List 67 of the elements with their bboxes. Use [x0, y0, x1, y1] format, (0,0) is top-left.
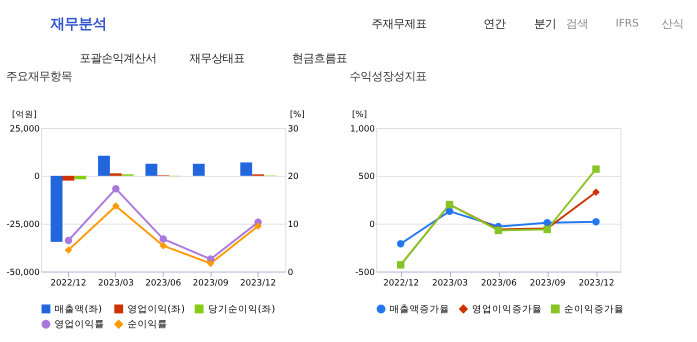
legend-label: 매출액증가율: [390, 304, 450, 315]
legend-label: 영업이익(좌): [127, 304, 185, 315]
y-tick-label: 1,000: [350, 124, 375, 134]
y2-axis-title: [%]: [290, 110, 305, 120]
x-tick-label: 2022/12: [383, 278, 420, 288]
point: [112, 185, 120, 192]
point: [446, 208, 454, 215]
bar: [240, 162, 252, 176]
text: 산식: [662, 16, 684, 30]
point: [396, 240, 404, 248]
y-axis-title: [%]: [352, 110, 367, 120]
x-tick-label: 2023/09: [530, 278, 566, 288]
point: [592, 165, 600, 173]
x-tick-label: 2023/12: [240, 278, 276, 288]
text: 현금흐름표: [292, 50, 348, 65]
text: 검색: [566, 16, 588, 30]
bar: [62, 176, 74, 181]
legend-label: 순이익증가율: [564, 304, 624, 315]
text: 재무분석: [50, 16, 107, 32]
y-axis-title: [억원]: [12, 110, 37, 120]
bar: [98, 156, 110, 176]
text: 재무상태표: [190, 50, 245, 65]
y2-tick-label: 0: [288, 268, 294, 278]
legend-label: 매출액(좌): [54, 304, 102, 315]
y-tick-label: 500: [358, 172, 375, 182]
y2-tick-label: 20: [288, 172, 299, 182]
text: IFRS: [616, 17, 640, 30]
y-tick-label: -500: [355, 268, 375, 278]
x-tick-label: 2022/12: [50, 278, 86, 288]
text: 주재무제표: [371, 16, 426, 30]
point: [64, 236, 72, 244]
text: 포괄손익계산서: [79, 50, 156, 65]
y-tick-label: 0: [34, 172, 40, 182]
bar: [50, 176, 62, 242]
x-tick-label: 2023/06: [145, 278, 182, 288]
legend-label: 영업이익률: [54, 319, 105, 330]
point: [543, 219, 551, 226]
legend-label: 순이익률: [127, 319, 168, 330]
point: [206, 260, 214, 268]
point: [160, 235, 167, 243]
bar: [74, 176, 86, 180]
bar: [192, 164, 205, 176]
x-tick-label: 2023/03: [98, 278, 134, 288]
legend-label: 영업이익증가율: [472, 304, 542, 315]
y-tick-label: 0: [369, 220, 375, 230]
y-tick-label: -50,000: [6, 268, 40, 278]
point: [112, 202, 120, 210]
text: 연간: [483, 16, 506, 30]
legend-label: 당기순이익(좌): [208, 304, 276, 315]
y2-tick-label: 30: [288, 124, 299, 134]
x-tick-label: 2023/06: [480, 278, 517, 288]
point: [592, 218, 600, 226]
x-tick-label: 2023/03: [432, 278, 468, 288]
bar: [145, 164, 158, 176]
point: [160, 242, 167, 250]
point: [64, 246, 72, 254]
x-tick-label: 2023/12: [578, 278, 614, 288]
y2-tick-label: 10: [288, 220, 299, 230]
bar: [110, 173, 122, 176]
y-tick-label: -25,000: [6, 220, 40, 230]
point: [592, 188, 600, 196]
point: [254, 222, 262, 230]
chart-title: 주요재무항목: [6, 69, 72, 84]
text: 분기: [534, 16, 556, 30]
chart-title: 수익성장성지표: [350, 69, 427, 84]
x-tick-label: 2023/09: [192, 278, 229, 288]
y-tick-label: 25,000: [10, 124, 40, 134]
